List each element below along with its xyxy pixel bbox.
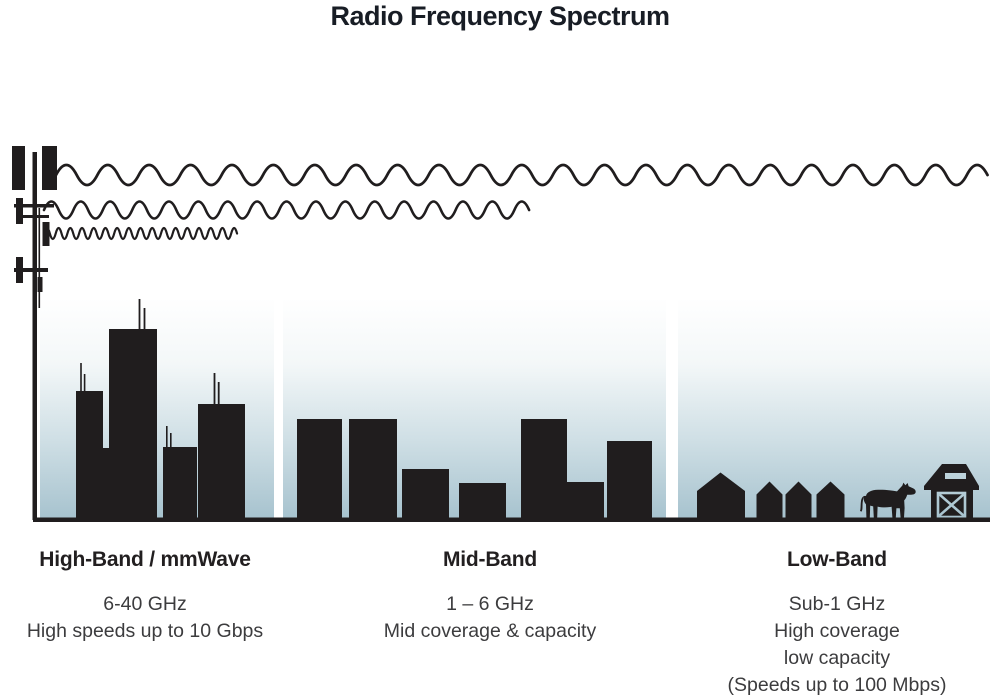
band-label-high: High-Band / mmWave 6-40 GHz High speeds … [2,547,288,645]
spectrum-illustration [12,146,990,522]
band-details-low: Sub-1 GHz High coverage low capacity (Sp… [690,591,984,699]
houses-icon [697,472,745,520]
houses-icon [756,481,783,520]
band-details-mid: 1 – 6 GHz Mid coverage & capacity [330,591,650,645]
cow-icon [860,482,916,518]
short-wave-icon [42,226,239,241]
mid-wave-icon [42,200,531,220]
band-heading-high: High-Band / mmWave [39,548,251,571]
band-label-mid: Mid-Band 1 – 6 GHz Mid coverage & capaci… [330,547,650,645]
band-line: High speeds up to 10 Gbps [26,620,264,642]
band-heading-low: Low-Band [787,548,887,571]
band-details-high: 6-40 GHz High speeds up to 10 Gbps [2,591,288,645]
page-title: Radio Frequency Spectrum [330,1,670,31]
band-heading-mid: Mid-Band [442,548,538,571]
radio-waves [42,163,989,241]
mid-rise-buildings-icon [297,419,652,520]
band-line: low capacity [783,647,891,669]
ground-line [33,517,990,522]
band-line: High coverage [774,620,900,642]
low-band-scene [697,464,979,520]
band-label-low: Low-Band Sub-1 GHz High coverage low cap… [690,547,984,699]
barn-icon [924,464,979,519]
band-line: (Speeds up to 100 Mbps) [727,674,947,696]
houses-icon [816,481,845,520]
cell-tower-icon [12,146,57,520]
band-line: 1 – 6 GHz [446,593,534,615]
long-wave-icon [54,163,989,187]
houses-icon [785,481,812,520]
band-line: Sub-1 GHz [788,593,886,615]
band-line: Mid coverage & capacity [383,620,597,642]
skyscrapers-icon [76,299,245,520]
band-line: 6-40 GHz [103,593,187,615]
